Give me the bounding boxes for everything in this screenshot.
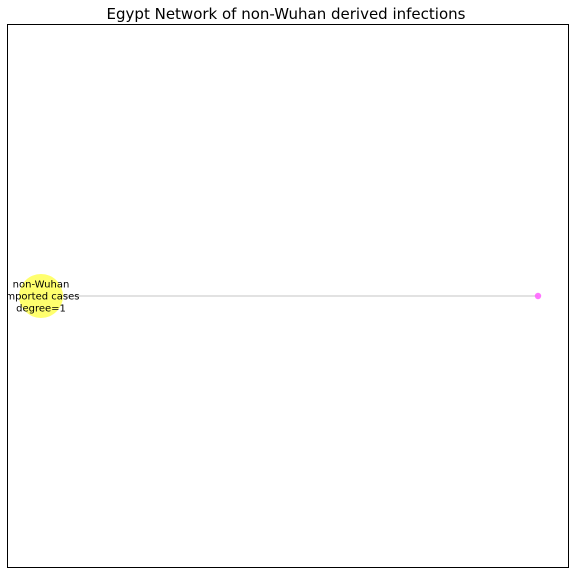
node-label-line: imported cases [3, 292, 80, 303]
case-node [534, 292, 542, 300]
figure-title: Egypt Network of non-Wuhan derived infec… [107, 5, 466, 23]
node-label-line: non-Wuhan [13, 280, 70, 291]
hub-node [19, 274, 63, 318]
nodes-layer [19, 274, 542, 318]
node-label-line: degree=1 [16, 304, 66, 315]
